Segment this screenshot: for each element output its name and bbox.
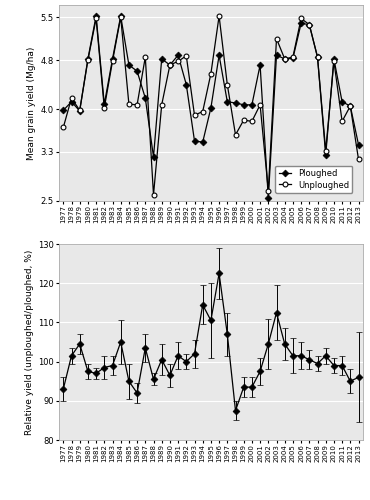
Ploughed	[102, 101, 107, 107]
Line: Ploughed: Ploughed	[61, 14, 361, 200]
Unploughed	[69, 95, 74, 101]
Ploughed	[168, 62, 172, 68]
Unploughed	[258, 102, 262, 108]
Unploughed	[143, 54, 148, 60]
Unploughed	[192, 112, 197, 118]
Ploughed	[184, 82, 189, 87]
Line: Unploughed: Unploughed	[61, 14, 361, 198]
Unploughed	[307, 22, 312, 28]
Ploughed	[135, 68, 139, 74]
Y-axis label: Mean grain yield (Mg/ha): Mean grain yield (Mg/ha)	[27, 46, 36, 160]
Unploughed	[61, 124, 65, 130]
Unploughed	[94, 16, 98, 22]
Ploughed	[282, 56, 287, 62]
Ploughed	[307, 22, 312, 28]
Unploughed	[159, 102, 164, 108]
Ploughed	[217, 52, 221, 58]
Ploughed	[151, 154, 156, 160]
Ploughed	[348, 103, 353, 109]
Ploughed	[127, 62, 131, 68]
Ploughed	[201, 139, 205, 145]
Ploughed	[291, 56, 295, 62]
Ploughed	[242, 102, 246, 108]
Ploughed	[159, 56, 164, 62]
Ploughed	[94, 13, 98, 19]
Ploughed	[176, 52, 180, 58]
Unploughed	[102, 105, 107, 111]
Unploughed	[225, 82, 229, 87]
Unploughed	[250, 118, 254, 124]
Unploughed	[291, 54, 295, 60]
Unploughed	[135, 102, 139, 108]
Ploughed	[340, 98, 344, 104]
Unploughed	[209, 70, 213, 76]
Ploughed	[299, 20, 303, 26]
Ploughed	[233, 100, 238, 106]
Unploughed	[323, 148, 328, 154]
Unploughed	[315, 54, 320, 60]
Unploughed	[118, 14, 123, 20]
Y-axis label: Relative yield (unploughed/ploughed, %): Relative yield (unploughed/ploughed, %)	[24, 250, 34, 434]
Unploughed	[176, 58, 180, 64]
Unploughed	[86, 57, 90, 63]
Unploughed	[217, 13, 221, 19]
Legend: Ploughed, Unploughed: Ploughed, Unploughed	[275, 166, 352, 193]
Ploughed	[356, 142, 361, 148]
Unploughed	[274, 36, 279, 42]
Unploughed	[340, 118, 344, 124]
Unploughed	[110, 58, 115, 64]
Unploughed	[184, 53, 189, 59]
Ploughed	[250, 102, 254, 108]
Ploughed	[192, 138, 197, 144]
Ploughed	[332, 56, 336, 62]
Ploughed	[118, 13, 123, 19]
Unploughed	[168, 62, 172, 68]
Unploughed	[127, 101, 131, 107]
Ploughed	[61, 108, 65, 114]
Ploughed	[110, 56, 115, 62]
Unploughed	[242, 117, 246, 123]
Ploughed	[315, 54, 320, 60]
Ploughed	[86, 56, 90, 62]
Unploughed	[332, 58, 336, 64]
Unploughed	[266, 188, 270, 194]
Unploughed	[151, 192, 156, 198]
Ploughed	[69, 98, 74, 104]
Unploughed	[233, 132, 238, 138]
Unploughed	[356, 156, 361, 162]
Ploughed	[323, 152, 328, 158]
Ploughed	[209, 105, 213, 111]
Ploughed	[77, 108, 82, 114]
Unploughed	[77, 108, 82, 114]
Ploughed	[143, 95, 148, 101]
Ploughed	[258, 62, 262, 68]
Unploughed	[348, 103, 353, 109]
Unploughed	[201, 108, 205, 114]
Ploughed	[266, 195, 270, 201]
Unploughed	[282, 56, 287, 62]
Ploughed	[274, 52, 279, 58]
Unploughed	[299, 16, 303, 22]
Ploughed	[225, 98, 229, 104]
